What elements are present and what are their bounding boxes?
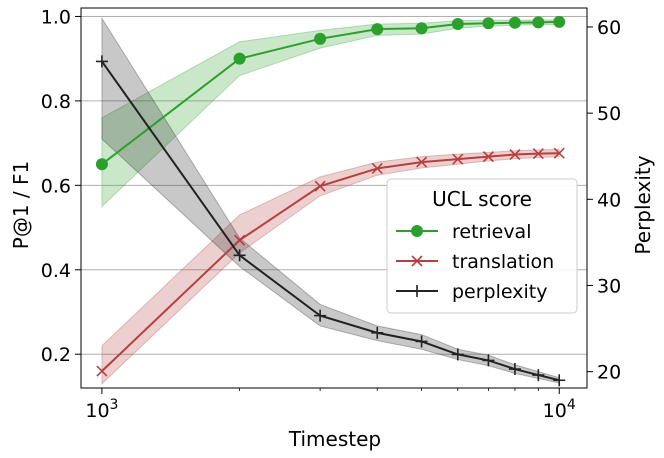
data-point — [233, 52, 246, 65]
translation-points — [96, 147, 565, 377]
data-point — [411, 225, 423, 237]
data-point — [411, 255, 423, 267]
x-tick-label: 103 — [85, 397, 118, 422]
data-point — [452, 153, 464, 165]
retrieval-line — [101, 20, 560, 166]
y-right-tick-label: 20 — [597, 362, 621, 384]
y-right-tick-label: 40 — [597, 189, 621, 211]
data-point — [532, 16, 545, 29]
translation-line — [101, 152, 560, 372]
retrieval-points — [95, 15, 566, 171]
data-point — [371, 162, 383, 175]
data-point — [532, 148, 544, 160]
data-point — [415, 22, 428, 35]
data-point — [411, 285, 423, 297]
y-left-tick-label: 0.4 — [41, 260, 71, 282]
legend-label: translation — [452, 251, 554, 273]
data-point — [532, 369, 545, 382]
y-left-tick-label: 0.8 — [41, 91, 71, 113]
data-point — [96, 365, 108, 377]
legend-label: retrieval — [452, 221, 531, 243]
y-axis-left-label: P@1 / F1 — [9, 161, 33, 249]
y-right-tick-label: 60 — [597, 17, 621, 39]
data-point — [509, 148, 521, 161]
data-point — [314, 32, 327, 45]
legend-item-translation: translation — [396, 251, 554, 273]
plot-frame — [80, 7, 588, 389]
data-point — [95, 158, 108, 171]
data-point — [508, 16, 521, 29]
axis-ticks: 0.2 0.4 0.6 0.8 1.0 20 30 40 50 60 103 104 — [41, 6, 621, 422]
data-point — [451, 348, 464, 361]
data-point — [415, 335, 428, 348]
data-point — [314, 309, 327, 322]
legend-box — [386, 178, 578, 314]
legend-label: perplexity — [452, 281, 547, 303]
series-lines — [101, 20, 560, 382]
x-tick-label: 104 — [543, 397, 576, 422]
legend-item-perplexity: perplexity — [396, 281, 547, 303]
data-point — [371, 326, 384, 339]
data-point — [95, 55, 108, 68]
legend-item-retrieval: retrieval — [396, 221, 531, 243]
data-point — [234, 234, 246, 246]
perplexity-line — [101, 60, 560, 382]
data-point — [553, 15, 566, 28]
data-point — [371, 23, 384, 36]
data-point — [233, 249, 246, 262]
y-right-tick-label: 50 — [597, 103, 621, 125]
series-markers — [95, 15, 566, 387]
data-point — [451, 18, 464, 31]
y-left-tick-label: 0.2 — [41, 344, 71, 366]
x-axis-label: Timestep — [288, 427, 381, 451]
perplexity-points — [95, 55, 566, 387]
y-axis-right-label: Perplexity — [631, 155, 655, 254]
legend-entries: retrieval translation perplexity — [396, 221, 554, 303]
legend-title: UCL score — [432, 187, 532, 211]
data-point — [553, 147, 565, 159]
legend: UCL score retrieval translation perplexity — [386, 178, 578, 314]
data-point — [482, 17, 495, 30]
y-left-tick-label: 0.6 — [41, 175, 71, 197]
data-point — [314, 180, 326, 192]
data-point — [482, 354, 495, 367]
y-left-tick-label: 1.0 — [41, 6, 71, 28]
y-right-tick-label: 30 — [597, 275, 621, 297]
data-point — [416, 156, 428, 168]
translation-band — [101, 148, 560, 385]
data-point — [553, 374, 566, 387]
data-point — [482, 151, 494, 163]
data-point — [508, 363, 521, 376]
